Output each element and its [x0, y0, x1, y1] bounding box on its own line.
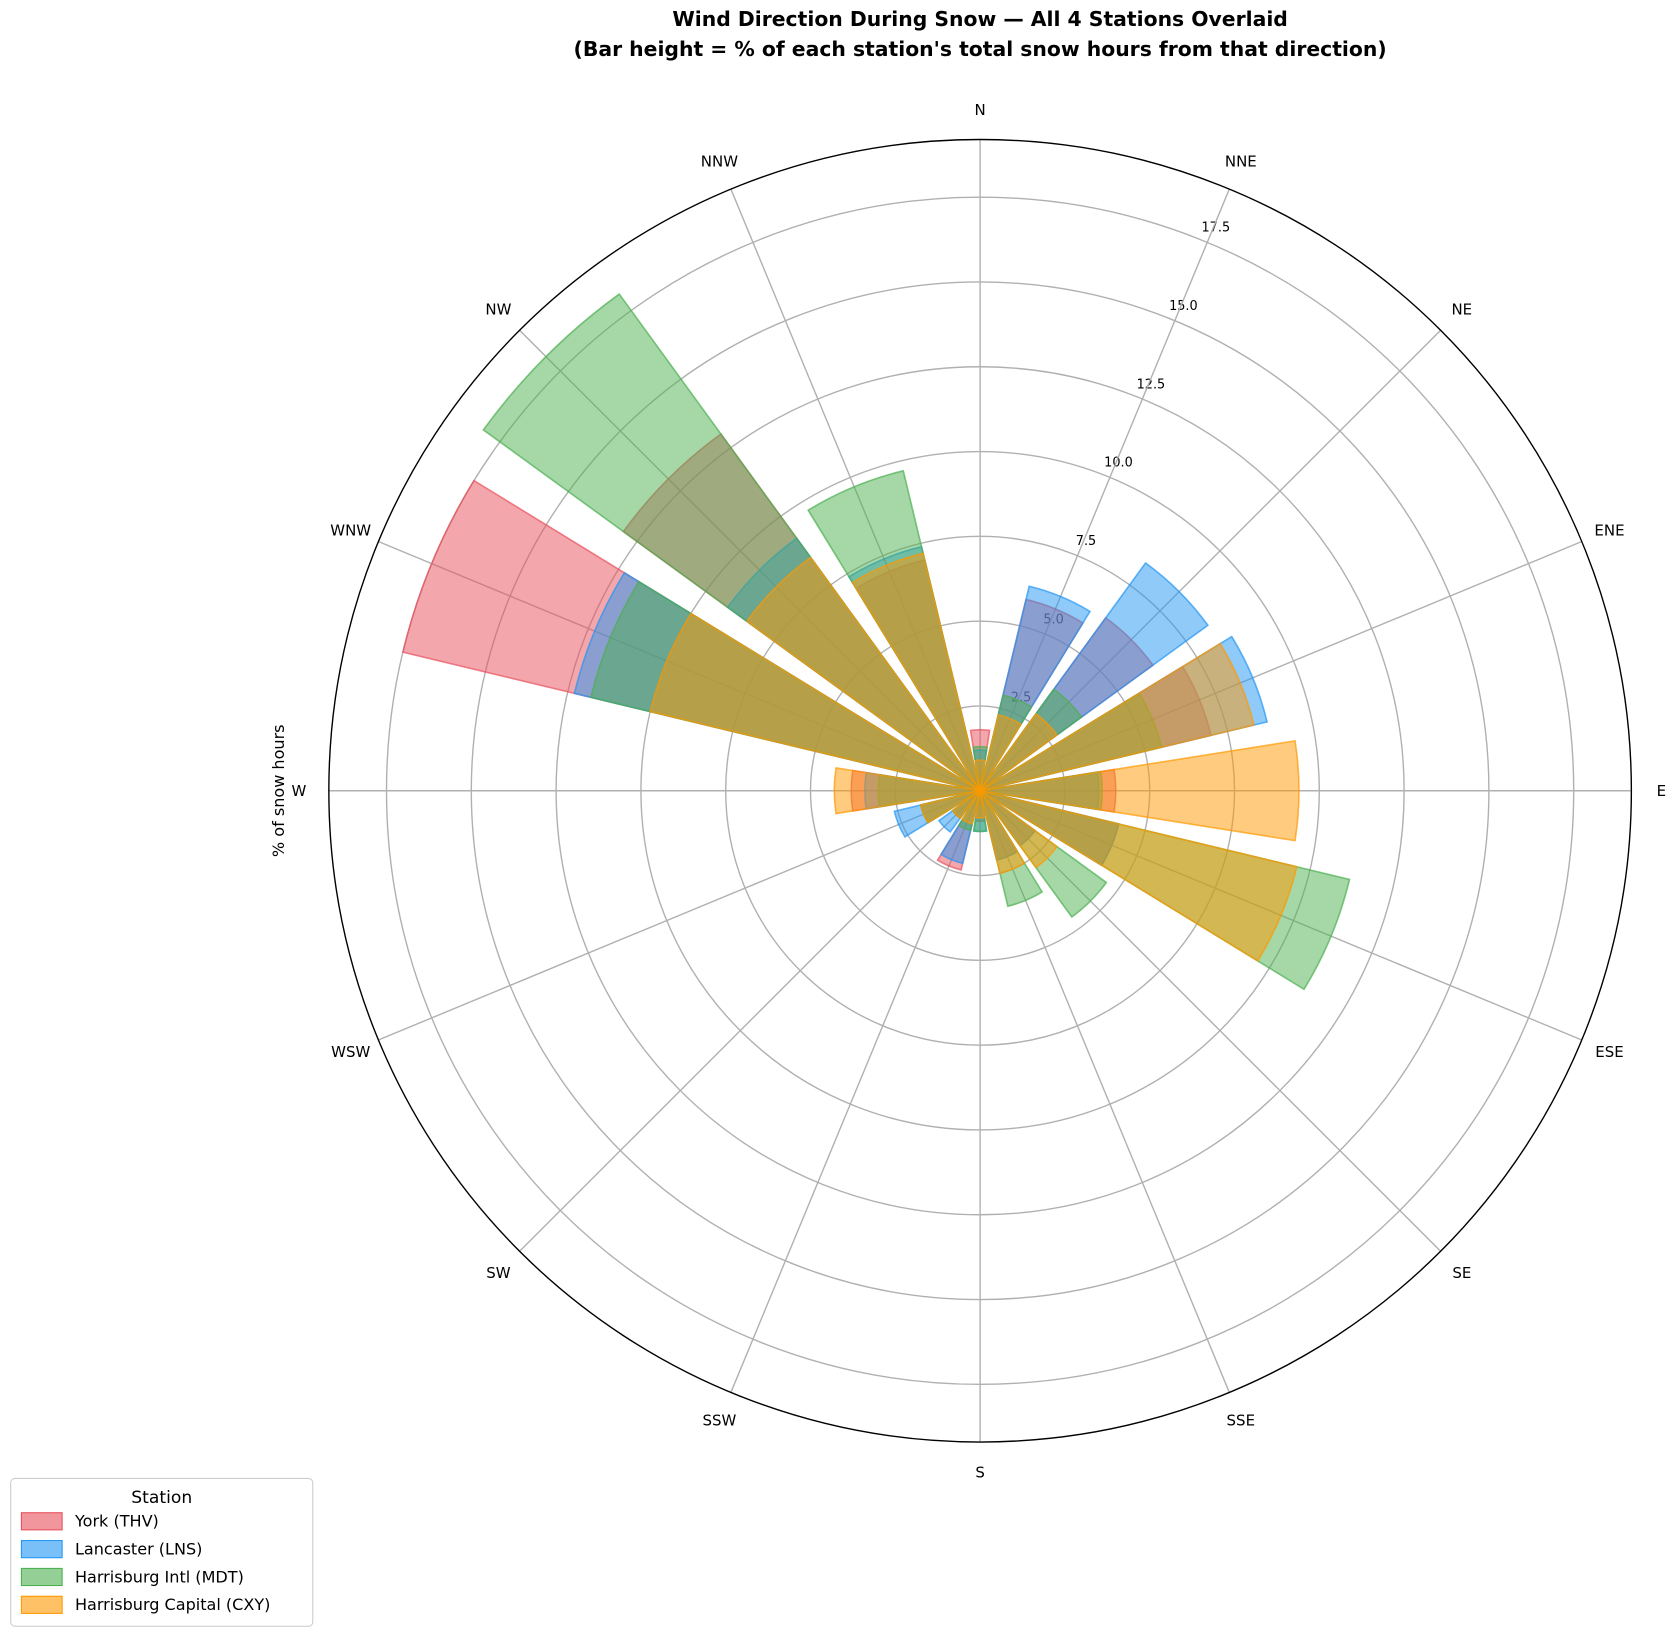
- direction-label: N: [974, 101, 985, 119]
- polar-frame: [328, 138, 1633, 1443]
- spoke: [730, 790, 981, 1393]
- bar: [979, 642, 1255, 792]
- chart-title: Wind Direction During Snow — All 4 Stati…: [672, 7, 1288, 31]
- legend-swatch: [20, 1595, 63, 1614]
- direction-label: ESE: [1595, 1043, 1623, 1061]
- bar: [979, 712, 1059, 792]
- r-tick-label: 7.5: [1076, 534, 1096, 549]
- r-tick-label: 12.5: [1137, 377, 1166, 392]
- r-tick-label: 17.5: [1202, 221, 1231, 236]
- direction-label: NE: [1451, 300, 1472, 318]
- direction-label: E: [1657, 782, 1666, 800]
- bar: [979, 739, 1300, 842]
- direction-label: S: [975, 1463, 985, 1481]
- direction-label: NW: [485, 300, 511, 318]
- bar: [979, 790, 1059, 869]
- legend-label: Harrisburg Intl (MDT): [75, 1567, 244, 1586]
- legend-title: Station: [131, 1488, 192, 1508]
- y-axis-label: % of snow hours: [269, 724, 288, 857]
- direction-label: SW: [486, 1264, 511, 1282]
- legend-label: York (THV): [74, 1512, 159, 1531]
- bar: [979, 790, 1026, 875]
- r-tick-label: 10.0: [1104, 456, 1133, 471]
- direction-label: WSW: [331, 1043, 370, 1061]
- spoke: [378, 790, 981, 1041]
- direction-label: ENE: [1594, 521, 1624, 539]
- chart-subtitle: (Bar height = % of each station's total …: [574, 37, 1387, 61]
- bar: [961, 790, 981, 825]
- direction-label: WNW: [330, 521, 371, 539]
- bar: [974, 790, 986, 819]
- legend-label: Harrisburg Capital (CXY): [75, 1595, 270, 1614]
- bar: [919, 789, 981, 824]
- bar: [851, 552, 981, 792]
- legend: Station York (THV) Lancaster (LNS) Harrisb…: [10, 1477, 314, 1627]
- r-tick-label: 15.0: [1169, 299, 1198, 314]
- bar: [745, 556, 981, 792]
- legend-swatch: [20, 1540, 63, 1559]
- bar: [833, 767, 981, 815]
- direction-label: NNW: [701, 153, 738, 171]
- direction-label: W: [291, 782, 306, 800]
- spoke: [519, 790, 981, 1252]
- legend-swatch: [20, 1512, 63, 1531]
- legend-label: Lancaster (LNS): [75, 1539, 202, 1558]
- bar: [951, 790, 981, 820]
- legend-box: [10, 1477, 314, 1627]
- bar: [649, 612, 981, 792]
- bar: [974, 759, 986, 791]
- direction-label: SSE: [1227, 1412, 1256, 1430]
- bar: [979, 789, 1298, 963]
- legend-swatch: [20, 1567, 63, 1587]
- direction-label: SSW: [702, 1412, 736, 1430]
- bar: [979, 713, 1022, 792]
- direction-label: SE: [1452, 1264, 1471, 1282]
- direction-label: NNE: [1225, 153, 1257, 171]
